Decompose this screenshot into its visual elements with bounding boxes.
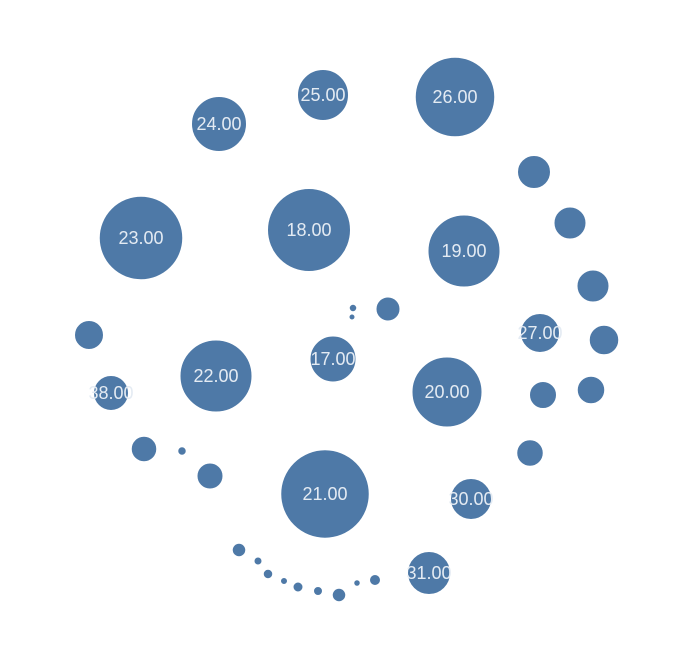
bubble-27[interactable] [331,587,347,603]
bubble-26-00[interactable] [414,56,496,138]
bubble-label-18-00: 18.00 [286,220,331,240]
bubble-21-00[interactable] [280,449,370,539]
bubble-38-00[interactable] [93,375,129,411]
bubble-label-27-00: 27.00 [517,323,562,343]
bubble-label-25-00: 25.00 [300,85,345,105]
bubble-30-00[interactable] [450,478,492,520]
bubble-label-22-00: 22.00 [193,366,238,386]
bubble-label-21-00: 21.00 [302,484,347,504]
bubble-19[interactable] [588,324,620,356]
bubble-label-24-00: 24.00 [196,114,241,134]
bubble-22-00[interactable] [179,339,253,413]
bubble-17[interactable] [576,269,610,303]
bubble-label-31-00: 31.00 [406,563,451,583]
bubble-29[interactable] [262,568,274,580]
bubble-33[interactable] [177,446,187,456]
bubble-24[interactable] [196,462,224,490]
bubble-35[interactable] [348,303,358,313]
bubble-16[interactable] [553,206,587,240]
bubble-28[interactable] [369,574,381,586]
bubble-18-00[interactable] [267,188,351,272]
bubble-25-00[interactable] [297,69,349,121]
bubble-27-00[interactable] [520,313,560,353]
bubble-24-00[interactable] [191,96,247,152]
bubble-31-00[interactable] [407,551,451,595]
bubble-22[interactable] [130,435,158,463]
bubble-label-19-00: 19.00 [441,241,486,261]
bubble-19-00[interactable] [427,214,501,288]
bubble-label-23-00: 23.00 [118,228,163,248]
bubble-label-30-00: 30.00 [448,489,493,509]
bubble-label-17-00: 17.00 [310,349,355,369]
bubble-23[interactable] [516,439,544,467]
bubble-15[interactable] [517,155,551,189]
bubble-31[interactable] [313,586,323,596]
bubble-36[interactable] [353,579,361,587]
bubble-32[interactable] [253,556,263,566]
bubble-18[interactable] [74,320,104,350]
bubble-20-00[interactable] [411,356,483,428]
bubble-37[interactable] [348,313,356,321]
bubble-21[interactable] [529,381,557,409]
bubble-34[interactable] [280,577,288,585]
bubble-26[interactable] [231,542,247,558]
bubble-label-20-00: 20.00 [424,382,469,402]
bubble-20[interactable] [576,375,606,405]
bubble-label-26-00: 26.00 [432,87,477,107]
bubble-17-00[interactable] [309,335,357,383]
bubble-30[interactable] [292,581,304,593]
bubble-25[interactable] [375,296,401,322]
bubble-23-00[interactable] [98,195,184,281]
bubble-label-38-00: 38.00 [88,383,133,403]
